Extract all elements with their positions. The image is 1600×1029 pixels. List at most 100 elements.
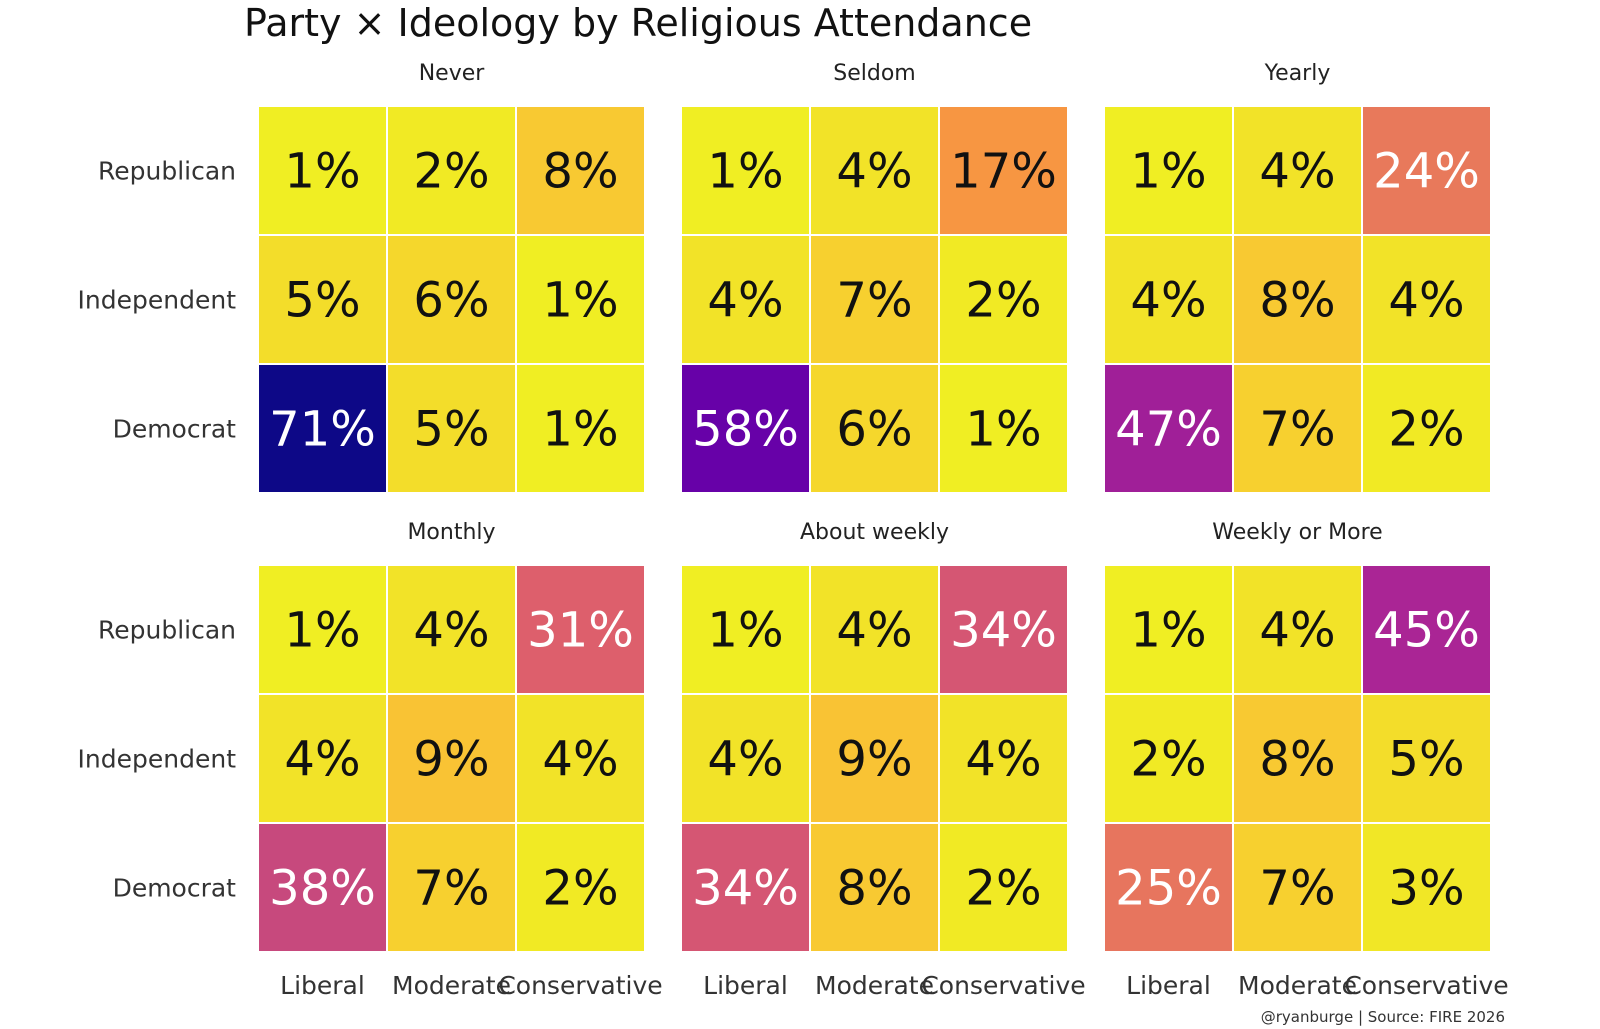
cell-value-label: 4% bbox=[284, 732, 360, 788]
heatmap-cell bbox=[515, 822, 646, 953]
panels: Never Republican Independent Democrat 1% 2% 8%… bbox=[78, 61, 1509, 1000]
row-label: Independent bbox=[78, 745, 237, 774]
cell-value-label: 8% bbox=[836, 861, 912, 917]
heatmap-cell bbox=[1103, 105, 1234, 236]
heatmap-cell bbox=[680, 363, 811, 494]
cell-value-label: 2% bbox=[1388, 402, 1464, 458]
heatmap-cell bbox=[386, 822, 517, 953]
heatmap-cell bbox=[1232, 105, 1363, 236]
panel-title: Monthly bbox=[407, 520, 495, 545]
cell-value-label: 3% bbox=[1388, 861, 1464, 917]
heatmap-cell bbox=[680, 105, 811, 236]
cell-value-label: 5% bbox=[413, 402, 489, 458]
heatmap-cell bbox=[257, 564, 388, 695]
cell-value-label: 1% bbox=[965, 402, 1041, 458]
column-label: Liberal bbox=[280, 971, 365, 1000]
cell-value-label: 38% bbox=[269, 861, 376, 917]
cell-value-label: 1% bbox=[1130, 144, 1206, 200]
cell-value-label: 6% bbox=[836, 402, 912, 458]
cell-value-label: 4% bbox=[965, 732, 1041, 788]
cell-value-label: 4% bbox=[707, 732, 783, 788]
heatmap-cell bbox=[515, 363, 646, 494]
cell-value-label: 4% bbox=[836, 144, 912, 200]
heatmap-cell bbox=[515, 564, 646, 695]
cell-value-label: 4% bbox=[1388, 273, 1464, 329]
cell-value-label: 8% bbox=[542, 144, 618, 200]
column-label: Liberal bbox=[1126, 971, 1211, 1000]
heatmap-cell bbox=[257, 105, 388, 236]
cell-value-label: 9% bbox=[413, 732, 489, 788]
column-label: Liberal bbox=[703, 971, 788, 1000]
heatmap-cell bbox=[680, 564, 811, 695]
cell-value-label: 6% bbox=[413, 273, 489, 329]
cell-value-label: 9% bbox=[836, 732, 912, 788]
cell-value-label: 1% bbox=[542, 402, 618, 458]
panel-title: Weekly or More bbox=[1212, 520, 1382, 545]
chart-title: Party × Ideology by Religious Attendance bbox=[244, 1, 1032, 45]
cell-value-label: 2% bbox=[1130, 732, 1206, 788]
cell-value-label: 4% bbox=[836, 603, 912, 659]
column-label: Moderate bbox=[392, 971, 511, 1000]
cell-value-label: 7% bbox=[836, 273, 912, 329]
heatmap-cell bbox=[386, 564, 517, 695]
cell-value-label: 45% bbox=[1373, 603, 1480, 659]
cell-value-label: 4% bbox=[707, 273, 783, 329]
panel: About weekly 1% 4% 34% 4% 9% 4% 34% 8% 2% Liberal M… bbox=[680, 520, 1086, 1000]
cell-value-label: 34% bbox=[692, 861, 799, 917]
heatmap-cell bbox=[1361, 564, 1492, 695]
heatmap-cell bbox=[257, 234, 388, 365]
cell-value-label: 71% bbox=[269, 402, 376, 458]
heatmap-cell bbox=[1361, 822, 1492, 953]
cell-value-label: 4% bbox=[1259, 603, 1335, 659]
cell-value-label: 47% bbox=[1115, 402, 1222, 458]
heatmap-cell bbox=[515, 105, 646, 236]
heatmap-cell bbox=[1232, 822, 1363, 953]
panel: Never Republican Independent Democrat 1% 2% 8%… bbox=[78, 61, 646, 494]
chart-caption: @ryanburge | Source: FIRE 2026 bbox=[1261, 1008, 1505, 1026]
heatmap-cell bbox=[1103, 693, 1234, 824]
heatmap-cell bbox=[938, 564, 1069, 695]
heatmap-cell bbox=[1232, 693, 1363, 824]
cell-value-label: 34% bbox=[950, 603, 1057, 659]
cell-value-label: 2% bbox=[413, 144, 489, 200]
heatmap-cell bbox=[257, 363, 388, 494]
cell-value-label: 7% bbox=[1259, 861, 1335, 917]
heatmap-cell bbox=[1232, 234, 1363, 365]
heatmap-cell bbox=[386, 105, 517, 236]
cell-value-label: 8% bbox=[1259, 732, 1335, 788]
heatmap-cell bbox=[515, 693, 646, 824]
row-label: Republican bbox=[98, 157, 236, 186]
cell-value-label: 2% bbox=[965, 273, 1041, 329]
heatmap-cell bbox=[257, 693, 388, 824]
cell-value-label: 7% bbox=[413, 861, 489, 917]
heatmap-cell bbox=[1361, 363, 1492, 494]
cell-value-label: 2% bbox=[965, 861, 1041, 917]
heatmap-cell bbox=[809, 564, 940, 695]
column-label: Moderate bbox=[815, 971, 934, 1000]
heatmap-cell bbox=[938, 105, 1069, 236]
column-label: Moderate bbox=[1238, 971, 1357, 1000]
panel: Weekly or More 1% 4% 45% 2% 8% 5% 25% 7% 3% Libera… bbox=[1103, 520, 1509, 1000]
cell-value-label: 7% bbox=[1259, 402, 1335, 458]
cell-value-label: 24% bbox=[1373, 144, 1480, 200]
panel: Monthly Republican Independent Democrat 1% 4%… bbox=[78, 520, 663, 1000]
cell-value-label: 5% bbox=[284, 273, 360, 329]
cell-value-label: 31% bbox=[527, 603, 634, 659]
cell-value-label: 1% bbox=[707, 603, 783, 659]
heatmap-cell bbox=[257, 822, 388, 953]
heatmap-cell bbox=[1361, 693, 1492, 824]
cell-value-label: 1% bbox=[542, 273, 618, 329]
cell-value-label: 58% bbox=[692, 402, 799, 458]
cell-value-label: 17% bbox=[950, 144, 1057, 200]
heatmap-cell bbox=[1103, 234, 1234, 365]
cell-value-label: 4% bbox=[1259, 144, 1335, 200]
panel-title: Seldom bbox=[833, 61, 915, 86]
panel-title: About weekly bbox=[800, 520, 949, 545]
cell-value-label: 4% bbox=[413, 603, 489, 659]
cell-value-label: 1% bbox=[284, 603, 360, 659]
column-label: Conservative bbox=[921, 971, 1085, 1000]
heatmap-cell bbox=[386, 363, 517, 494]
cell-value-label: 1% bbox=[284, 144, 360, 200]
heatmap-cell bbox=[938, 234, 1069, 365]
